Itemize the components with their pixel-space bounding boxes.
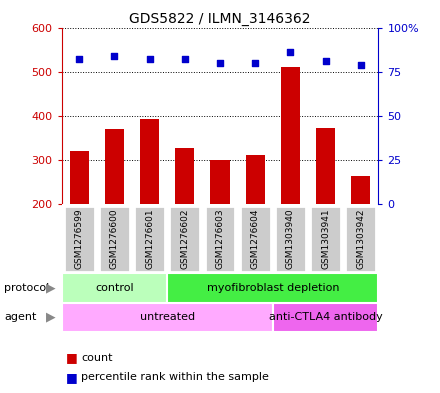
Bar [62,303,273,332]
Bar [310,206,341,272]
Text: agent: agent [4,312,37,322]
Bar [70,151,89,204]
Bar [210,160,230,204]
Point [252,60,259,66]
Text: GSM1276602: GSM1276602 [180,209,189,269]
Bar [281,67,300,204]
Bar [345,206,376,272]
Bar [273,303,378,332]
Bar [175,148,194,204]
Bar [64,206,95,272]
Point [111,53,118,59]
Bar [105,129,124,204]
Text: percentile rank within the sample: percentile rank within the sample [81,372,269,382]
Title: GDS5822 / ILMN_3146362: GDS5822 / ILMN_3146362 [129,13,311,26]
Bar [140,119,159,204]
Bar [246,155,265,204]
Text: control: control [95,283,134,293]
Text: GSM1276603: GSM1276603 [216,208,224,269]
Point [146,56,153,62]
Point [181,56,188,62]
Bar [167,273,378,303]
Bar [99,206,130,272]
Text: ■: ■ [66,351,78,364]
Text: myofibroblast depletion: myofibroblast depletion [206,283,339,293]
Text: GSM1276604: GSM1276604 [251,209,260,269]
Text: GSM1276600: GSM1276600 [110,208,119,269]
Bar [169,206,200,272]
Text: GSM1276599: GSM1276599 [75,208,84,269]
Bar [316,128,335,204]
Text: GSM1303940: GSM1303940 [286,208,295,269]
Text: anti-CTLA4 antibody: anti-CTLA4 antibody [269,312,382,322]
Bar [62,273,167,303]
Text: untreated: untreated [139,312,195,322]
Text: GSM1303942: GSM1303942 [356,209,365,269]
Point [357,61,364,68]
Point [216,60,224,66]
Text: ▶: ▶ [46,281,55,294]
Bar [275,206,306,272]
Text: ■: ■ [66,371,78,384]
Bar [205,206,235,272]
Bar [134,206,165,272]
Point [287,49,294,55]
Text: count: count [81,353,113,363]
Point [76,56,83,62]
Text: ▶: ▶ [46,311,55,324]
Text: protocol: protocol [4,283,50,293]
Text: GSM1276601: GSM1276601 [145,208,154,269]
Bar [240,206,271,272]
Text: GSM1303941: GSM1303941 [321,208,330,269]
Bar [351,176,370,204]
Point [322,58,329,64]
